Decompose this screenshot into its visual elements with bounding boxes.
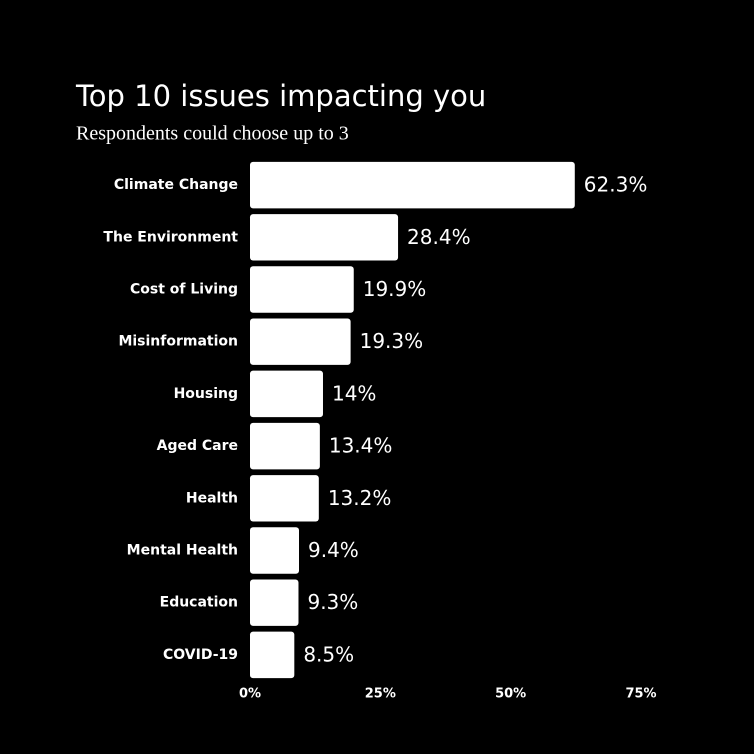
chart-title: Top 10 issues impacting you (75, 79, 486, 113)
value-label: 28.4% (407, 225, 471, 249)
value-label: 13.4% (329, 434, 393, 458)
category-label: Education (160, 595, 238, 611)
bar (250, 214, 399, 261)
bar (250, 579, 299, 626)
bar (250, 161, 575, 209)
value-label: 19.9% (363, 277, 427, 301)
category-label: COVID-19 (163, 647, 238, 663)
x-tick-label: 75% (625, 687, 656, 702)
x-tick-label: 50% (495, 687, 526, 702)
value-label: 62.3% (584, 173, 648, 197)
category-label: Climate Change (114, 177, 238, 193)
value-label: 19.3% (360, 329, 424, 353)
value-label: 14% (332, 381, 376, 405)
category-label: Mental Health (127, 543, 238, 559)
category-label: Aged Care (157, 438, 238, 454)
x-tick-label: 25% (365, 687, 396, 702)
category-label: Housing (174, 386, 238, 402)
bar (250, 631, 295, 679)
value-label: 9.3% (307, 590, 358, 614)
category-label: Health (186, 490, 238, 506)
bar (250, 527, 300, 574)
category-label: The Environment (103, 229, 238, 245)
value-label: 9.4% (308, 538, 359, 562)
bar (250, 318, 351, 365)
bar (250, 475, 319, 522)
category-label: Cost of Living (130, 282, 238, 298)
bar (250, 370, 323, 418)
value-label: 13.2% (328, 486, 392, 510)
bar (250, 422, 320, 470)
bar (250, 266, 354, 313)
value-label: 8.5% (303, 642, 354, 666)
x-tick-label: 0% (239, 687, 261, 702)
category-label: Misinformation (118, 334, 238, 350)
chart-subtitle: Respondents could choose up to 3 (76, 123, 349, 145)
